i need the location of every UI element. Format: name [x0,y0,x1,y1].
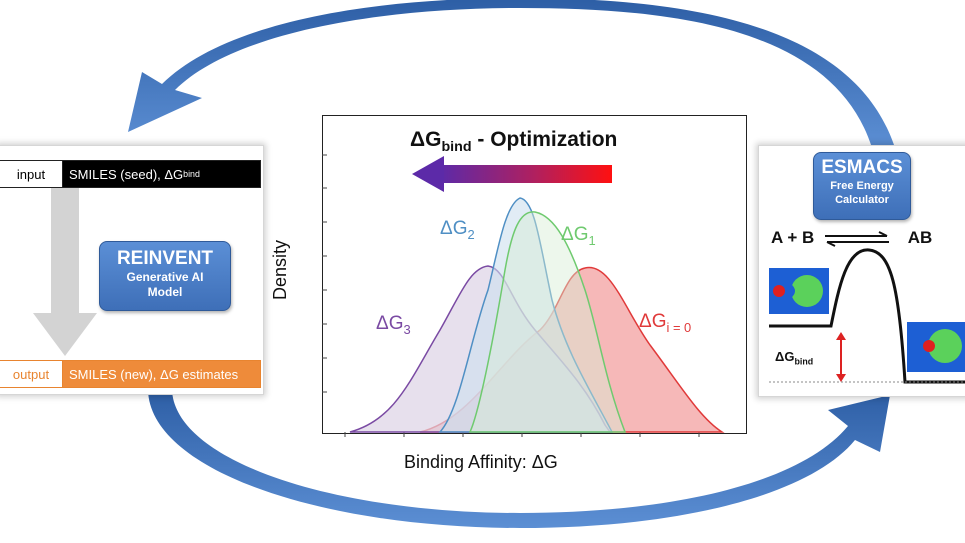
esmacs-subtitle-1: Free Energy [830,180,894,192]
legend-dg-i0: ΔGi = 0 [639,311,692,335]
equilibrium-arrows-icon [825,230,890,247]
x-ticks [344,432,700,437]
reinvent-subtitle-1: Generative AI [126,270,204,284]
esmacs-subtitle-2: Calculator [835,194,889,206]
x-axis-label: Binding Affinity: ΔG [404,452,558,472]
legend-dg-1: ΔG1 [561,224,596,248]
input-label: input [0,161,63,187]
reinvent-model-box: REINVENT Generative AI Model [99,241,231,311]
esmacs-panel: ESMACS Free Energy Calculator A + B AB Δ… [758,145,965,397]
input-bar: input SMILES (seed), ΔG bind [0,160,261,188]
series-dg1-area [468,211,627,433]
optimization-arrow-head [412,156,444,192]
unbound-complex-icon [769,268,829,314]
esmacs-title: ESMACS [821,157,903,178]
series-dg2-area [438,197,614,433]
gray-down-arrow [33,188,97,356]
reaction-right: AB [907,228,933,247]
output-bar: output SMILES (new), ΔG estimates [0,360,261,388]
esmacs-calculator-box: ESMACS Free Energy Calculator [813,152,911,220]
reaction-left: A + B [771,228,815,247]
reinvent-subtitle-2: Model [147,285,183,299]
reinvent-title: REINVENT [116,248,214,269]
output-value: SMILES (new), ΔG estimates [63,361,260,387]
input-value: SMILES (seed), ΔG bind [63,161,260,187]
dg-bind-label: ΔGbind [775,349,814,367]
legend-dg-3: ΔG3 [376,313,411,337]
output-label: output [0,361,63,387]
bound-complex-icon [907,322,965,372]
chart-title: ΔGbind - Optimization [410,128,618,156]
optimization-arrow-body [440,165,612,183]
energy-profile [769,248,965,384]
y-axis-label: Density [270,239,290,300]
y-ticks [322,154,327,393]
reaction-equation: A + B AB [771,228,965,248]
legend-dg-2: ΔG2 [440,218,475,242]
reinvent-panel: input SMILES (seed), ΔG bind REINVENT Gen… [0,145,264,395]
